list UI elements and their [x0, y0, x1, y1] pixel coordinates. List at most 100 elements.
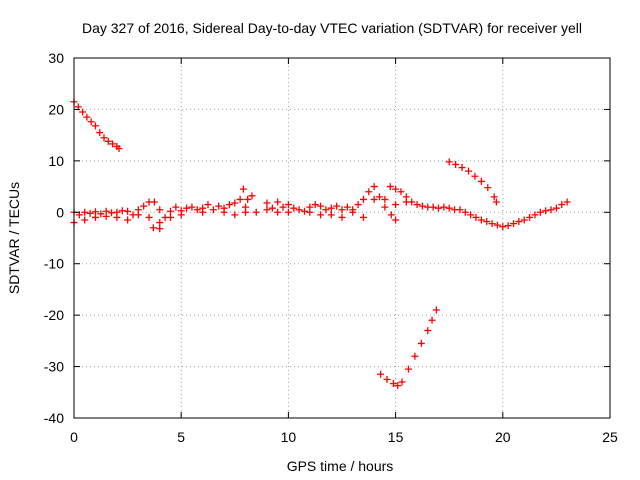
- data-point: [140, 202, 148, 210]
- data-point: [404, 365, 412, 373]
- data-point: [317, 211, 325, 219]
- data-point: [397, 188, 405, 196]
- data-point: [338, 213, 346, 221]
- data-point: [377, 370, 385, 378]
- data-point: [428, 316, 436, 324]
- data-point: [464, 167, 472, 175]
- y-tick-label: -10: [44, 256, 64, 272]
- data-point: [149, 224, 157, 232]
- data-point: [239, 185, 247, 193]
- data-point: [392, 216, 400, 224]
- data-point: [215, 202, 223, 210]
- data-point: [413, 201, 421, 209]
- data-point: [461, 208, 469, 216]
- data-point: [472, 213, 480, 221]
- data-point: [432, 306, 440, 314]
- series-arc-0-2h: [70, 98, 123, 153]
- axis-ticks: [73, 57, 611, 419]
- data-point: [199, 208, 207, 216]
- data-point: [209, 206, 217, 214]
- data-point: [156, 206, 164, 214]
- data-point: [411, 352, 419, 360]
- data-point: [333, 202, 341, 210]
- data-point: [398, 378, 406, 386]
- data-point: [387, 211, 395, 219]
- chart-title: Day 327 of 2016, Sidereal Day-to-day VTE…: [82, 20, 582, 36]
- x-tick-label: 20: [495, 429, 511, 445]
- y-tick-label: -30: [44, 359, 64, 375]
- data-point: [359, 195, 367, 203]
- data-point: [531, 211, 539, 219]
- data-point: [284, 201, 292, 209]
- data-point: [124, 207, 132, 215]
- data-point: [392, 185, 400, 193]
- data-point: [290, 204, 298, 212]
- data-point: [510, 220, 518, 228]
- x-tick-label: 15: [388, 429, 404, 445]
- data-point: [526, 213, 534, 221]
- data-point: [96, 129, 104, 137]
- x-tick-label: 10: [281, 429, 297, 445]
- data-point: [248, 192, 256, 200]
- y-tick-label: 30: [48, 50, 64, 66]
- data-point: [322, 206, 330, 214]
- data-point: [536, 208, 544, 216]
- x-tick-label: 25: [602, 429, 618, 445]
- data-point: [434, 204, 442, 212]
- data-point: [429, 203, 437, 211]
- data-point: [445, 204, 453, 212]
- data-point: [418, 202, 426, 210]
- data-point: [236, 195, 244, 203]
- series-arc-17-5-19-7h: [445, 158, 500, 206]
- data-points: [70, 98, 571, 390]
- data-point: [365, 188, 373, 196]
- data-point: [134, 211, 142, 219]
- data-point: [484, 184, 492, 192]
- data-point: [86, 209, 94, 217]
- data-point: [100, 134, 108, 142]
- data-point: [274, 198, 282, 206]
- x-tick-label: 0: [70, 429, 78, 445]
- data-point: [300, 207, 308, 215]
- data-point: [515, 218, 523, 226]
- data-point: [394, 382, 402, 390]
- data-point: [263, 199, 271, 207]
- data-point: [231, 211, 239, 219]
- series-main-band: [70, 183, 571, 231]
- data-point: [338, 206, 346, 214]
- series-outliers: [149, 185, 400, 233]
- data-point: [327, 211, 335, 219]
- data-point: [145, 213, 153, 221]
- data-point: [188, 203, 196, 211]
- data-point: [402, 198, 410, 206]
- data-point: [156, 219, 164, 227]
- data-point: [274, 208, 282, 216]
- data-point: [91, 122, 99, 130]
- data-point: [81, 208, 89, 216]
- y-tick-label: 20: [48, 101, 64, 117]
- data-point: [150, 198, 158, 206]
- data-point: [520, 216, 528, 224]
- data-point: [183, 204, 191, 212]
- data-point: [87, 118, 95, 126]
- data-point: [558, 201, 566, 209]
- grid-lines: [74, 58, 610, 418]
- data-point: [492, 198, 500, 206]
- data-point: [225, 201, 233, 209]
- data-point: [317, 202, 325, 210]
- data-point: [220, 208, 228, 216]
- data-point: [467, 211, 475, 219]
- data-point: [284, 208, 292, 216]
- data-point: [477, 216, 485, 224]
- data-point: [104, 137, 112, 145]
- data-point: [102, 212, 110, 220]
- data-point: [193, 206, 201, 214]
- data-point: [113, 213, 121, 221]
- data-point: [490, 193, 498, 201]
- data-point: [81, 216, 89, 224]
- x-axis-label: GPS time / hours: [287, 458, 394, 474]
- data-point: [311, 201, 319, 209]
- data-point: [563, 198, 571, 206]
- x-tick-label: 5: [177, 429, 185, 445]
